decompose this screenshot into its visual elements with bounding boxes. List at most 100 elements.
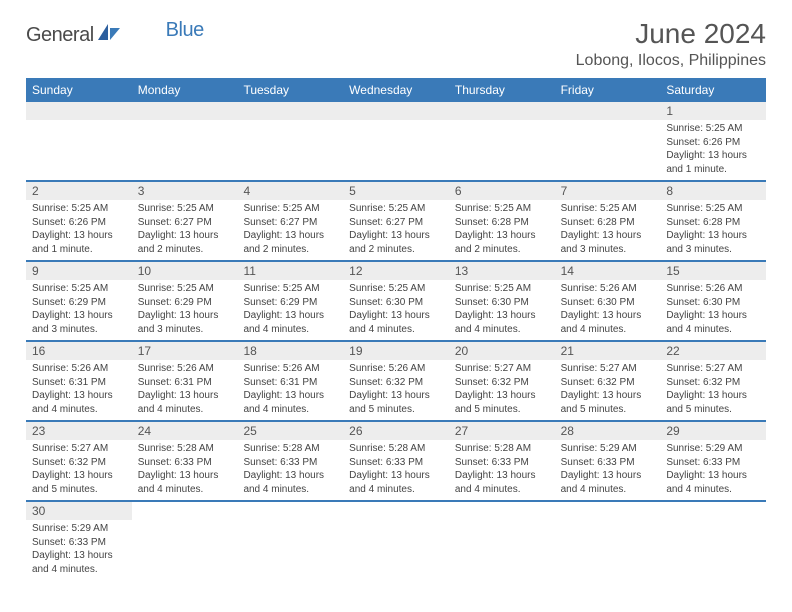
day-info: Sunrise: 5:25 AMSunset: 6:26 PMDaylight:… [660,120,766,180]
daylight-text: Daylight: 13 hours and 4 minutes. [561,309,655,336]
weekday-header: Tuesday [237,78,343,102]
day-info: Sunrise: 5:25 AMSunset: 6:28 PMDaylight:… [449,200,555,260]
day-info: Sunrise: 5:29 AMSunset: 6:33 PMDaylight:… [26,520,132,580]
logo-text-general: General [26,24,94,47]
location-subtitle: Lobong, Ilocos, Philippines [576,52,766,70]
daylight-text: Daylight: 13 hours and 5 minutes. [349,389,443,416]
sunrise-text: Sunrise: 5:29 AM [666,442,760,456]
day-cell: 13Sunrise: 5:25 AMSunset: 6:30 PMDayligh… [449,262,555,340]
sunrise-text: Sunrise: 5:27 AM [561,362,655,376]
day-number: 5 [343,182,449,200]
empty-day-cell [449,102,555,180]
daylight-text: Daylight: 13 hours and 5 minutes. [561,389,655,416]
day-info: Sunrise: 5:25 AMSunset: 6:30 PMDaylight:… [449,280,555,340]
month-title: June 2024 [576,18,766,50]
sunset-text: Sunset: 6:29 PM [243,296,337,310]
sunset-text: Sunset: 6:29 PM [32,296,126,310]
sunset-text: Sunset: 6:30 PM [666,296,760,310]
day-info: Sunrise: 5:26 AMSunset: 6:31 PMDaylight:… [26,360,132,420]
day-cell: 3Sunrise: 5:25 AMSunset: 6:27 PMDaylight… [132,182,238,260]
sunset-text: Sunset: 6:28 PM [666,216,760,230]
day-number: 8 [660,182,766,200]
logo: General Blue [26,24,204,47]
week-row: 30Sunrise: 5:29 AMSunset: 6:33 PMDayligh… [26,502,766,580]
day-cell: 8Sunrise: 5:25 AMSunset: 6:28 PMDaylight… [660,182,766,260]
day-cell: 5Sunrise: 5:25 AMSunset: 6:27 PMDaylight… [343,182,449,260]
daylight-text: Daylight: 13 hours and 4 minutes. [455,469,549,496]
sunrise-text: Sunrise: 5:25 AM [455,282,549,296]
day-number: 15 [660,262,766,280]
day-number-empty [237,102,343,120]
sunset-text: Sunset: 6:27 PM [243,216,337,230]
sunrise-text: Sunrise: 5:25 AM [32,202,126,216]
day-cell: 2Sunrise: 5:25 AMSunset: 6:26 PMDaylight… [26,182,132,260]
day-info: Sunrise: 5:28 AMSunset: 6:33 PMDaylight:… [132,440,238,500]
empty-day-cell [343,502,449,580]
sunrise-text: Sunrise: 5:25 AM [243,202,337,216]
sunset-text: Sunset: 6:33 PM [138,456,232,470]
sunrise-text: Sunrise: 5:28 AM [243,442,337,456]
sunset-text: Sunset: 6:26 PM [666,136,760,150]
week-row: 1Sunrise: 5:25 AMSunset: 6:26 PMDaylight… [26,102,766,182]
sunset-text: Sunset: 6:27 PM [138,216,232,230]
day-cell: 17Sunrise: 5:26 AMSunset: 6:31 PMDayligh… [132,342,238,420]
sunrise-text: Sunrise: 5:25 AM [243,282,337,296]
day-cell: 20Sunrise: 5:27 AMSunset: 6:32 PMDayligh… [449,342,555,420]
weekday-header: Friday [555,78,661,102]
day-cell: 9Sunrise: 5:25 AMSunset: 6:29 PMDaylight… [26,262,132,340]
sunset-text: Sunset: 6:31 PM [138,376,232,390]
day-cell: 26Sunrise: 5:28 AMSunset: 6:33 PMDayligh… [343,422,449,500]
sunset-text: Sunset: 6:32 PM [455,376,549,390]
day-number: 14 [555,262,661,280]
logo-sail-icon [98,24,120,47]
day-cell: 14Sunrise: 5:26 AMSunset: 6:30 PMDayligh… [555,262,661,340]
title-block: June 2024 Lobong, Ilocos, Philippines [576,18,766,70]
day-number: 3 [132,182,238,200]
day-number: 12 [343,262,449,280]
day-number: 26 [343,422,449,440]
day-info: Sunrise: 5:27 AMSunset: 6:32 PMDaylight:… [555,360,661,420]
day-number: 17 [132,342,238,360]
empty-day-cell [237,502,343,580]
daylight-text: Daylight: 13 hours and 4 minutes. [561,469,655,496]
empty-day-cell [132,502,238,580]
weekday-header: Sunday [26,78,132,102]
day-info: Sunrise: 5:25 AMSunset: 6:29 PMDaylight:… [26,280,132,340]
day-cell: 30Sunrise: 5:29 AMSunset: 6:33 PMDayligh… [26,502,132,580]
day-number: 24 [132,422,238,440]
weekday-header-row: Sunday Monday Tuesday Wednesday Thursday… [26,78,766,102]
day-number: 11 [237,262,343,280]
day-cell: 22Sunrise: 5:27 AMSunset: 6:32 PMDayligh… [660,342,766,420]
day-info: Sunrise: 5:25 AMSunset: 6:29 PMDaylight:… [132,280,238,340]
day-number: 22 [660,342,766,360]
day-number: 13 [449,262,555,280]
daylight-text: Daylight: 13 hours and 5 minutes. [666,389,760,416]
sunset-text: Sunset: 6:31 PM [243,376,337,390]
sunrise-text: Sunrise: 5:26 AM [32,362,126,376]
week-row: 23Sunrise: 5:27 AMSunset: 6:32 PMDayligh… [26,422,766,502]
week-row: 2Sunrise: 5:25 AMSunset: 6:26 PMDaylight… [26,182,766,262]
daylight-text: Daylight: 13 hours and 1 minute. [666,149,760,176]
empty-day-cell [132,102,238,180]
empty-day-cell [555,102,661,180]
sunrise-text: Sunrise: 5:29 AM [561,442,655,456]
day-info: Sunrise: 5:28 AMSunset: 6:33 PMDaylight:… [343,440,449,500]
day-info: Sunrise: 5:25 AMSunset: 6:27 PMDaylight:… [343,200,449,260]
sunrise-text: Sunrise: 5:27 AM [666,362,760,376]
day-cell: 21Sunrise: 5:27 AMSunset: 6:32 PMDayligh… [555,342,661,420]
day-info: Sunrise: 5:29 AMSunset: 6:33 PMDaylight:… [555,440,661,500]
daylight-text: Daylight: 13 hours and 4 minutes. [455,309,549,336]
day-number-empty [449,102,555,120]
sunset-text: Sunset: 6:28 PM [455,216,549,230]
sunrise-text: Sunrise: 5:25 AM [455,202,549,216]
sunset-text: Sunset: 6:29 PM [138,296,232,310]
empty-day-cell [237,102,343,180]
day-cell: 15Sunrise: 5:26 AMSunset: 6:30 PMDayligh… [660,262,766,340]
sunset-text: Sunset: 6:30 PM [455,296,549,310]
sunrise-text: Sunrise: 5:25 AM [666,122,760,136]
day-info: Sunrise: 5:26 AMSunset: 6:31 PMDaylight:… [237,360,343,420]
day-cell: 16Sunrise: 5:26 AMSunset: 6:31 PMDayligh… [26,342,132,420]
sunrise-text: Sunrise: 5:26 AM [349,362,443,376]
day-info: Sunrise: 5:25 AMSunset: 6:26 PMDaylight:… [26,200,132,260]
sunrise-text: Sunrise: 5:28 AM [455,442,549,456]
